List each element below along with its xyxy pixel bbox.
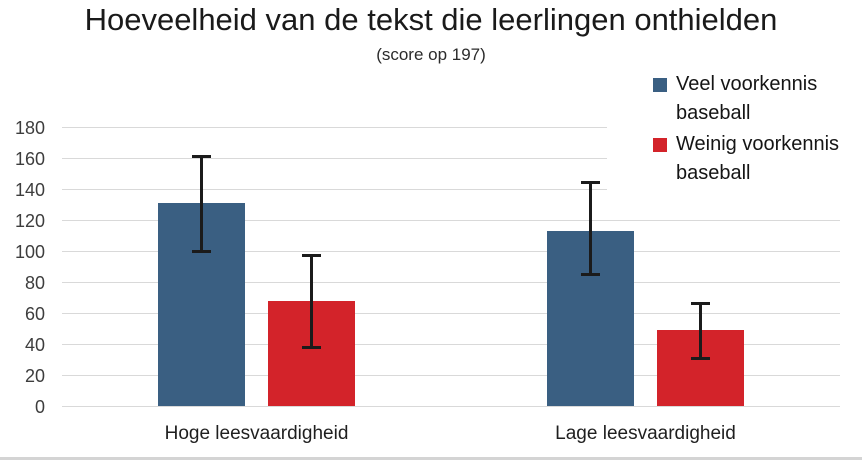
y-axis-tick-20: 20 bbox=[24, 366, 45, 386]
gridline-60 bbox=[62, 313, 840, 314]
y-axis-tick-40: 40 bbox=[24, 335, 45, 355]
gridline-20 bbox=[62, 375, 840, 376]
error-cap-bottom-series-1-category-1 bbox=[192, 250, 211, 253]
error-cap-bottom-series-2-category-1 bbox=[302, 346, 321, 350]
y-axis-tick-120: 120 bbox=[14, 211, 45, 231]
gridline-120 bbox=[62, 220, 840, 221]
error-cap-top-series-1-category-2 bbox=[581, 181, 600, 185]
gridline-0 bbox=[62, 406, 840, 407]
error-bar-series-1-category-2 bbox=[589, 182, 592, 276]
x-category-label-2: Lage leesvaardigheid bbox=[555, 423, 736, 444]
error-bar-series-2-category-2 bbox=[699, 303, 702, 359]
y-axis-tick-80: 80 bbox=[24, 273, 45, 293]
legend-label: Weinig voorkennis baseball bbox=[676, 133, 840, 184]
error-cap-top-series-2-category-1 bbox=[302, 254, 321, 258]
plot-area bbox=[62, 127, 840, 407]
gridline-180 bbox=[62, 127, 840, 128]
chart-subtitle: (score op 197) bbox=[376, 45, 486, 64]
error-cap-top-series-2-category-2 bbox=[691, 302, 710, 306]
legend-label: Veel voorkennis baseball bbox=[676, 73, 818, 124]
y-axis-tick-140: 140 bbox=[14, 180, 45, 200]
legend-item-2: Weinig voorkennis baseball bbox=[607, 130, 862, 188]
y-axis-tick-100: 100 bbox=[14, 242, 45, 262]
error-bar-series-1-category-1 bbox=[200, 155, 203, 252]
chart-legend: Veel voorkennis baseball Weinig voorkenni… bbox=[607, 64, 862, 198]
legend-swatch-icon bbox=[653, 78, 667, 92]
legend-item-1: Veel voorkennis baseball bbox=[607, 70, 862, 128]
gridline-140 bbox=[62, 189, 840, 190]
gridline-40 bbox=[62, 344, 840, 345]
bottom-border bbox=[0, 457, 862, 460]
x-category-label-1: Hoge leesvaardigheid bbox=[164, 423, 349, 444]
error-bar-series-2-category-1 bbox=[310, 255, 313, 349]
error-cap-bottom-series-1-category-2 bbox=[581, 273, 600, 277]
y-axis-tick-60: 60 bbox=[24, 304, 45, 324]
legend-swatch-icon bbox=[653, 138, 667, 152]
y-axis-tick-0: 0 bbox=[34, 397, 45, 417]
y-axis-tick-180: 180 bbox=[14, 118, 45, 138]
gridline-80 bbox=[62, 282, 840, 283]
y-axis-tick-160: 160 bbox=[14, 149, 45, 169]
error-cap-top-series-1-category-1 bbox=[192, 154, 211, 158]
chart-title: Hoeveelheid van de tekst die leerlingen … bbox=[84, 2, 778, 37]
error-cap-bottom-series-2-category-2 bbox=[691, 356, 710, 360]
gridline-100 bbox=[62, 251, 840, 252]
gridline-160 bbox=[62, 158, 840, 159]
